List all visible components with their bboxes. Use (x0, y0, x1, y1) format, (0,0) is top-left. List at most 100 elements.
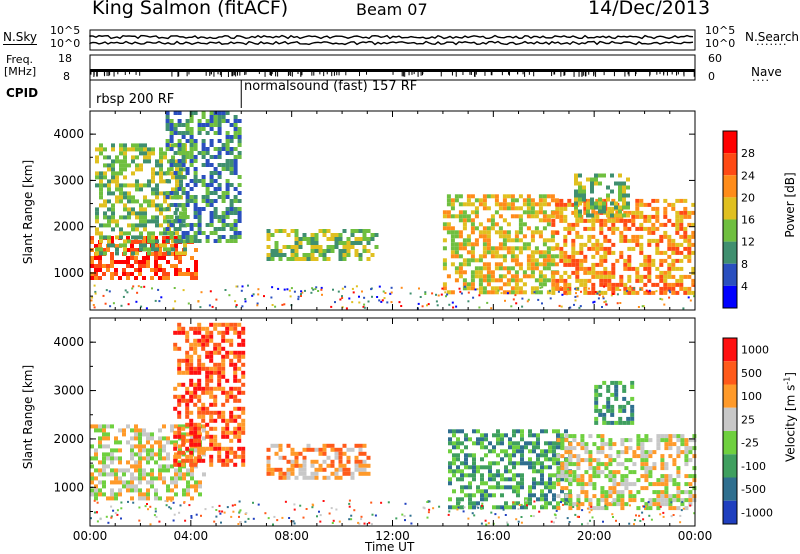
power-echo-cell (546, 250, 551, 255)
power-echo-cell (233, 199, 238, 203)
velocity-echo-cell (233, 398, 238, 403)
power-echo-cell (270, 249, 275, 253)
velocity-echo-cell (612, 486, 617, 491)
velocity-echo-cell (290, 447, 295, 452)
velocity-echo-cell (213, 350, 218, 355)
power-echo-cell (626, 201, 630, 206)
velocity-echo-cell (233, 430, 238, 435)
velocity-scatter-point (168, 506, 171, 509)
power-echo-cell (470, 246, 475, 251)
power-echo-cell (683, 210, 688, 215)
power-scatter-point (172, 307, 175, 310)
velocity-echo-cell (290, 467, 295, 472)
velocity-echo-cell (588, 454, 593, 459)
velocity-echo-cell (102, 464, 106, 469)
velocity-echo-cell (194, 484, 198, 489)
velocity-scatter-point (586, 507, 589, 510)
velocity-echo-cell (330, 459, 335, 464)
power-echo-cell (171, 155, 175, 160)
velocity-echo-cell (580, 458, 585, 463)
velocity-echo-cell (576, 454, 581, 459)
power-echo-cell (193, 179, 198, 183)
power-echo-cell (177, 187, 182, 191)
velocity-echo-cell (193, 382, 198, 387)
velocity-echo-cell (628, 498, 633, 503)
power-echo-cell (687, 290, 692, 295)
velocity-echo-cell (496, 429, 500, 434)
velocity-echo-cell (205, 410, 210, 415)
power-echo-cell (578, 213, 582, 218)
velocity-scatter-point (120, 501, 123, 504)
power-echo-cell (139, 223, 143, 228)
power-echo-cell (298, 257, 303, 261)
velocity-echo-cell (644, 470, 649, 475)
velocity-echo-cell (492, 485, 496, 490)
velocity-echo-cell (138, 460, 142, 465)
velocity-echo-cell (608, 470, 613, 475)
velocity-scatter-point (173, 513, 176, 516)
velocity-echo-cell (520, 461, 524, 466)
velocity-echo-cell (174, 484, 178, 489)
velocity-echo-cell (660, 438, 665, 443)
power-echo-cell (538, 290, 543, 295)
velocity-echo-cell (185, 370, 190, 375)
power-echo-cell (201, 123, 206, 127)
power-echo-cell (217, 239, 222, 243)
velocity-scatter-point (348, 502, 351, 505)
velocity-echo-cell (544, 481, 548, 486)
velocity-scatter-point (447, 513, 450, 516)
power-echo-cell (635, 278, 640, 283)
power-scatter-point (424, 293, 427, 295)
power-echo-cell (623, 238, 628, 243)
power-echo-cell (462, 210, 467, 215)
power-echo-cell (217, 187, 222, 191)
power-echo-cell (598, 181, 602, 186)
power-echo-cell (135, 223, 139, 228)
power-scatter-point (668, 296, 671, 299)
power-echo-cell (94, 256, 98, 260)
power-scatter-point (348, 297, 351, 300)
nave-tick-mark (628, 72, 630, 77)
velocity-echo-cell (138, 480, 142, 485)
velocity-echo-cell (178, 472, 182, 477)
power-scatter-point (143, 285, 146, 288)
velocity-echo-cell (604, 466, 609, 471)
power-scatter-point (286, 288, 289, 291)
beam-label: Beam 07 (356, 0, 428, 19)
power-echo-cell (163, 199, 167, 204)
nave-tick-mark (186, 72, 188, 77)
velocity-scatter-point (348, 499, 351, 502)
velocity-echo-cell (98, 488, 102, 493)
velocity-echo-cell (614, 384, 619, 389)
velocity-echo-cell (185, 358, 190, 363)
velocity-echo-cell (472, 473, 476, 478)
velocity-echo-cell (484, 497, 488, 502)
velocity-echo-cell (676, 434, 681, 439)
nave-tick-mark (333, 72, 335, 76)
velocity-echo-cell (648, 470, 653, 475)
velocity-scatter-point (105, 515, 108, 518)
power-echo-cell (599, 278, 604, 283)
cpid-segment-2: normalsound (fast) 157 RF (244, 79, 418, 94)
velocity-echo-cell (584, 490, 589, 495)
velocity-echo-cell (528, 497, 532, 502)
velocity-echo-cell (106, 452, 110, 457)
power-echo-cell (498, 266, 503, 271)
velocity-echo-cell (177, 358, 182, 363)
power-echo-cell (123, 151, 127, 156)
velocity-echo-cell (604, 490, 609, 495)
power-scatter-point (132, 285, 135, 288)
power-echo-cell (174, 268, 178, 272)
velocity-echo-cell (608, 474, 613, 479)
power-echo-cell (205, 147, 210, 151)
power-echo-cell (675, 242, 680, 247)
velocity-echo-cell (302, 447, 307, 452)
power-echo-cell (310, 237, 315, 241)
power-echo-cell (111, 179, 115, 184)
power-echo-cell (186, 268, 190, 272)
power-echo-cell (95, 247, 99, 252)
power-echo-cell (155, 247, 159, 252)
power-echo-cell (123, 251, 127, 256)
velocity-echo-cell (688, 498, 693, 503)
power-echo-cell (294, 229, 299, 233)
